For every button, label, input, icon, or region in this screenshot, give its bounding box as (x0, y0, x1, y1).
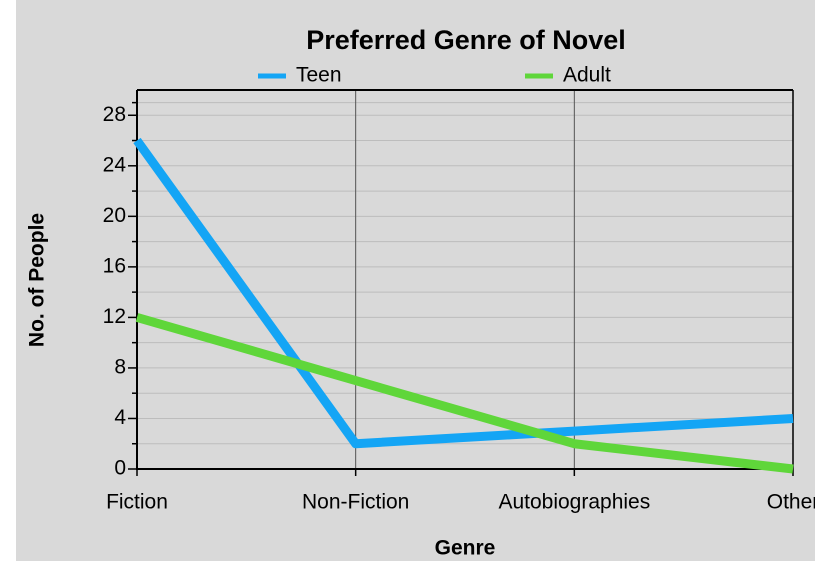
x-tick-label: Non-Fiction (302, 491, 409, 514)
y-tick-label: 8 (114, 355, 126, 378)
series-line (133, 137, 794, 449)
y-tick-label: 20 (103, 204, 126, 227)
y-tick-label: 28 (103, 103, 126, 126)
y-tick-label: 4 (114, 406, 126, 429)
chart-title: Preferred Genre of Novel (306, 25, 626, 55)
x-axis-label: Genre (435, 537, 496, 560)
y-tick-label: 16 (103, 254, 126, 277)
chart-background (16, 0, 815, 561)
x-tick-label: Fiction (106, 491, 168, 514)
legend-label: Adult (563, 64, 611, 87)
y-tick-label: 24 (103, 153, 127, 176)
x-tick-label: Other (767, 491, 815, 514)
series-line (135, 313, 794, 474)
x-tick-label: Autobiographies (498, 491, 650, 514)
y-tick-label: 12 (103, 305, 126, 328)
y-axis-label: No. of People (26, 213, 49, 347)
legend-label: Teen (296, 64, 342, 87)
y-tick-label: 0 (114, 457, 126, 480)
